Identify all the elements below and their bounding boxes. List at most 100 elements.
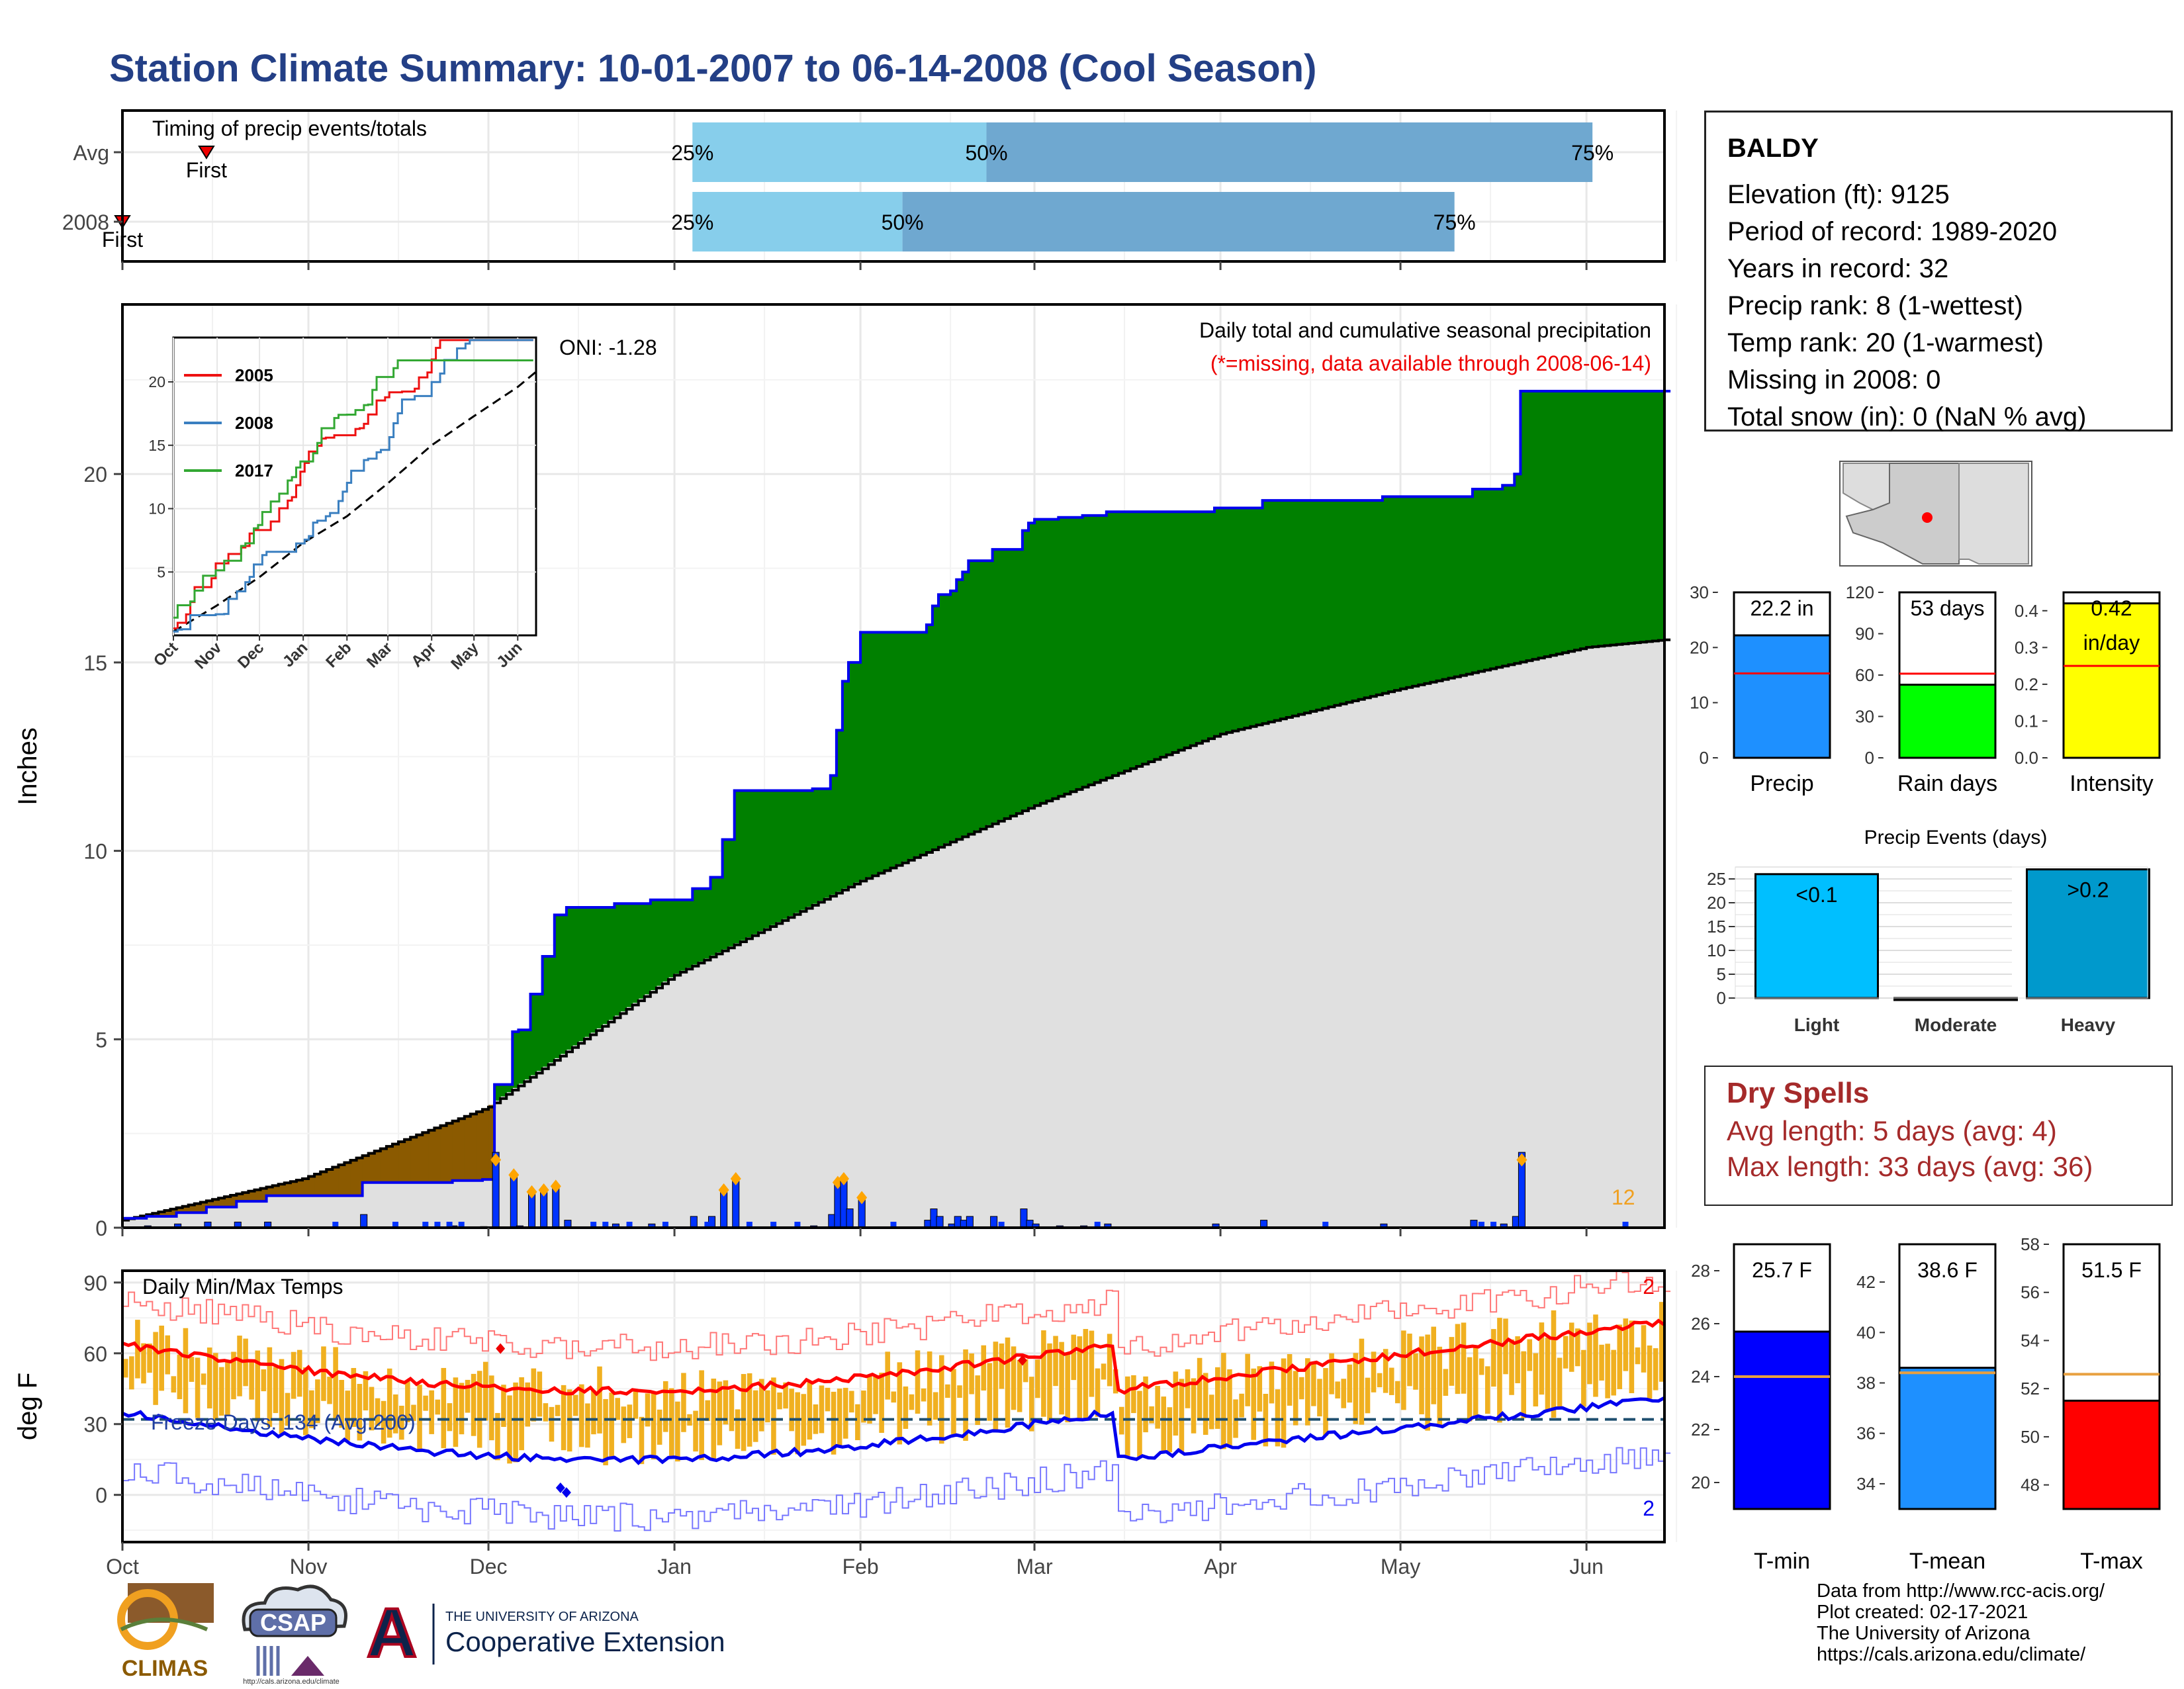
- cumulative-departure-segment: [1179, 512, 1185, 749]
- credits: Data from http://www.rcc-acis.org/ Plot …: [1817, 1580, 2105, 1665]
- daily-temp-range-bar: [975, 1375, 980, 1425]
- gauge-value-label: 0.42: [2091, 596, 2132, 620]
- daily-temp-range-bar: [459, 1383, 465, 1434]
- temp-gauge-tick-label: 56: [2021, 1283, 2040, 1302]
- daily-temp-range-bar: [549, 1407, 555, 1441]
- cumulative-departure-segment: [747, 791, 753, 938]
- daily-temp-range-bar: [1341, 1379, 1346, 1408]
- cumulative-departure-segment: [524, 1030, 531, 1079]
- cumulative-departure-segment: [1077, 518, 1083, 788]
- daily-temp-range-bar: [177, 1355, 183, 1399]
- csap-logo: CSAP http://cals.arizona.edu/climate: [232, 1583, 351, 1686]
- cumulative-departure-segment: [1058, 518, 1065, 796]
- cumulative-departure-segment: [351, 1159, 357, 1195]
- cumulative-departure-segment: [1089, 516, 1095, 784]
- cumulative-departure-segment: [428, 1129, 435, 1183]
- cumulative-departure-segment: [657, 900, 663, 986]
- daily-temp-range-bar: [1533, 1353, 1539, 1407]
- temp-gauge-tick-label: 36: [1856, 1424, 1876, 1443]
- month-tick-label: Jan: [657, 1555, 692, 1578]
- precip-ytick-label: 0: [95, 1216, 107, 1240]
- cumulative-departure-segment: [1070, 518, 1077, 791]
- temp-gauge-tick-label: 24: [1691, 1367, 1710, 1387]
- climas-logo: CLIMAS: [108, 1583, 222, 1682]
- cumulative-departure-segment: [627, 903, 633, 1007]
- cumulative-departure-segment: [1412, 496, 1419, 685]
- events-tick-label: 25: [1707, 869, 1726, 889]
- daily-temp-range-bar: [861, 1391, 866, 1422]
- station-temp-rank: Temp rank: 20 (1-warmest): [1727, 324, 2171, 361]
- daily-temp-range-bar: [1593, 1314, 1598, 1396]
- cumulative-departure-segment: [1107, 512, 1113, 777]
- cumulative-departure-segment: [1586, 391, 1593, 647]
- cumulative-departure-segment: [561, 915, 567, 1054]
- daily-temp-range-bar: [1287, 1354, 1293, 1406]
- daily-temp-range-bar: [789, 1389, 794, 1431]
- cumulative-departure-segment: [1191, 512, 1197, 745]
- cumulative-departure-segment: [825, 789, 831, 898]
- precip-ytick-label: 20: [83, 463, 107, 486]
- daily-temp-range-bar: [1365, 1378, 1371, 1414]
- daily-temp-range-bar: [1551, 1310, 1557, 1418]
- cumulative-departure-segment: [782, 791, 789, 919]
- cumulative-departure-segment: [680, 900, 687, 971]
- daily-temp-range-bar: [765, 1391, 770, 1422]
- cumulative-departure-segment: [459, 1118, 465, 1181]
- daily-temp-range-bar: [1317, 1379, 1322, 1416]
- cumulative-departure-segment: [1461, 496, 1467, 674]
- cumulative-departure-segment: [741, 791, 747, 940]
- cumulative-departure-segment: [831, 776, 837, 895]
- gauge-label: Intensity: [2070, 771, 2154, 796]
- precip-ytick-label: 15: [83, 651, 107, 675]
- timing-bar-q50-q75: [987, 122, 1593, 182]
- cumulative-departure-segment: [1281, 500, 1287, 718]
- cumulative-departure-segment: [441, 1124, 447, 1183]
- daily-temp-range-bar: [1545, 1338, 1551, 1411]
- tmin-count: 2: [1643, 1496, 1655, 1520]
- daily-temp-range-bar: [969, 1353, 974, 1394]
- daily-temp-range-bar: [663, 1381, 668, 1432]
- cumulative-departure-segment: [1034, 520, 1041, 805]
- daily-temp-range-bar: [1377, 1373, 1383, 1387]
- daily-temp-range-bar: [1563, 1336, 1569, 1369]
- daily-temp-range-bar: [1497, 1318, 1502, 1422]
- daily-temp-range-bar: [651, 1392, 657, 1459]
- cumulative-departure-segment: [884, 632, 891, 869]
- credit-line: Plot created: 02-17-2021: [1817, 1602, 2105, 1623]
- station-years: Years in record: 32: [1727, 250, 2171, 287]
- daily-temp-range-bar: [951, 1369, 956, 1434]
- cumulative-departure-segment: [596, 907, 603, 1028]
- daily-temp-range-bar: [1557, 1357, 1563, 1408]
- cumulative-departure-segment: [1449, 496, 1455, 677]
- timing-panel: 25%50%75%FirstLast25%50%75%FirstLast Tim…: [0, 111, 1799, 270]
- daily-temp-range-bar: [1335, 1381, 1340, 1398]
- inset-ytick-label: 15: [148, 437, 165, 454]
- cumulative-departure-segment: [1629, 391, 1635, 643]
- daily-temp-range-bar: [1473, 1346, 1479, 1416]
- cumulative-departure-segment: [1580, 391, 1587, 648]
- daily-temp-range-bar: [729, 1390, 735, 1432]
- daily-temp-range-bar: [273, 1367, 279, 1413]
- daily-temp-range-bar: [855, 1404, 860, 1440]
- cumulative-departure-segment: [807, 791, 813, 907]
- daily-temp-range-bar: [249, 1361, 254, 1399]
- daily-temp-range-bar: [1209, 1394, 1214, 1429]
- daily-temp-range-bar: [1443, 1369, 1449, 1396]
- daily-temp-range-bar: [579, 1385, 584, 1447]
- state-map: [1840, 461, 2032, 566]
- daily-temp-range-bar: [1437, 1347, 1442, 1426]
- cumulative-departure-segment: [800, 791, 807, 910]
- cumulative-departure-segment: [872, 632, 879, 874]
- daily-temp-range-bar: [633, 1391, 639, 1419]
- cumulative-departure-segment: [1533, 391, 1539, 659]
- daily-precip-bar: [690, 1216, 697, 1228]
- daily-temp-range-bar: [429, 1391, 434, 1434]
- precip-subtitle: Daily total and cumulative seasonal prec…: [1199, 318, 1651, 342]
- daily-temp-range-bar: [1191, 1378, 1197, 1433]
- gauge-tick-label: 90: [1855, 624, 1874, 644]
- daily-temp-range-bar: [627, 1404, 633, 1438]
- daily-temp-range-bar: [1641, 1325, 1647, 1373]
- daily-temp-range-bar: [957, 1385, 962, 1398]
- dry-spells-box: Dry Spells Avg length: 5 days (avg: 4) M…: [1704, 1066, 2173, 1206]
- daily-temp-range-bar: [1599, 1345, 1604, 1381]
